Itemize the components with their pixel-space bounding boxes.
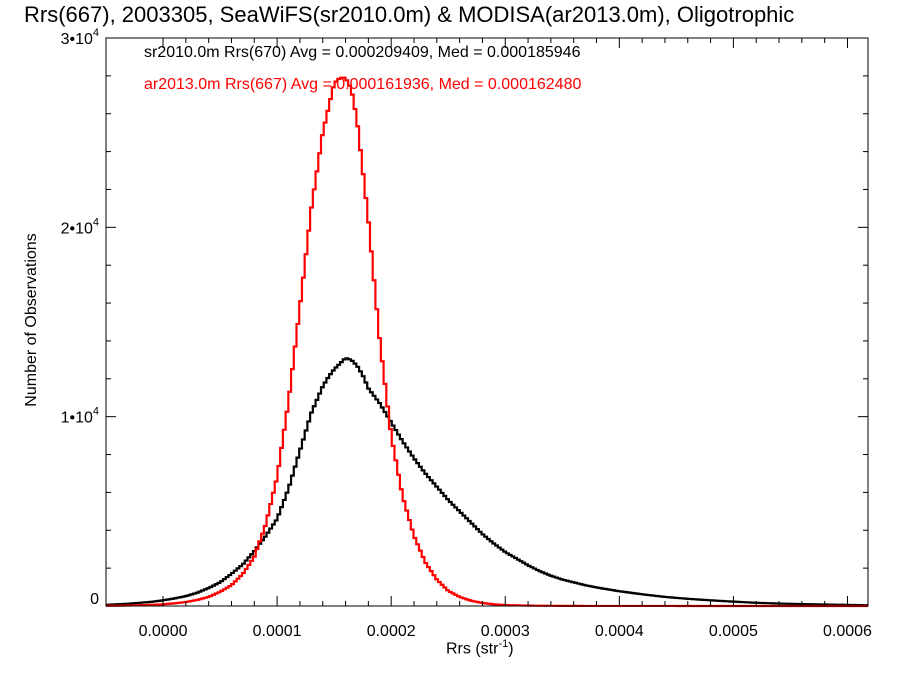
y-tick-label: 3•104 — [61, 27, 99, 48]
legend-entry-modisa: ar2013.0m Rrs(667) Avg = 0.000161936, Me… — [144, 76, 582, 93]
x-tick-label: 0.0003 — [481, 623, 530, 640]
x-axis-label: Rrs (str-1) — [446, 638, 514, 658]
y-tick-label: 0 — [90, 591, 99, 608]
y-tick-label: 1•104 — [61, 406, 99, 427]
x-tick-label: 0.0004 — [595, 623, 644, 640]
series-line-seawifs — [106, 357, 868, 607]
x-tick-label: 0.0002 — [367, 623, 416, 640]
plot-frame — [105, 37, 869, 607]
legend-entry-seawifs: sr2010.0m Rrs(670) Avg = 0.000209409, Me… — [144, 44, 581, 61]
series-line-modisa — [106, 76, 868, 608]
y-tick-label: 2•104 — [61, 216, 99, 237]
y-axis-label: Number of Observations — [23, 233, 40, 407]
x-tick-label: 0.0001 — [253, 623, 302, 640]
x-tick-label: 0.0005 — [709, 623, 758, 640]
chart-title: Rrs(667), 2003305, SeaWiFS(sr2010.0m) & … — [24, 2, 795, 27]
x-tick-label: 0.0000 — [139, 623, 188, 640]
x-tick-label: 0.0006 — [823, 623, 872, 640]
